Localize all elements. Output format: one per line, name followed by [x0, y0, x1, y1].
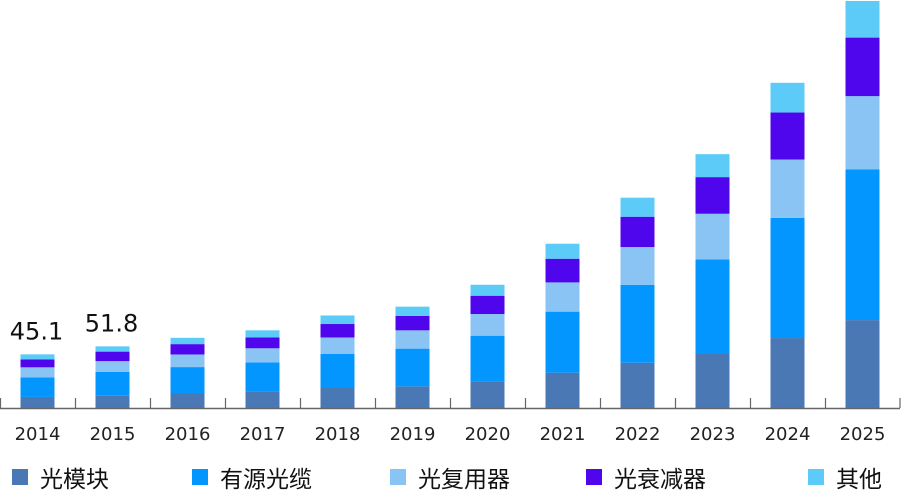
bar-segment-2024-2	[770, 159, 805, 218]
x-tick-label: 2020	[465, 424, 511, 445]
legend-item-aoc: 有源光缆	[192, 460, 312, 494]
bar-segment-2019-4	[395, 306, 430, 316]
x-tick-label: 2015	[90, 424, 136, 445]
x-tick-label: 2023	[690, 424, 736, 445]
bar-segment-2025-4	[845, 0, 880, 38]
bar-segment-2021-3	[545, 258, 580, 283]
bar-segment-2025-1	[845, 169, 880, 321]
x-tick-label: 2025	[840, 424, 886, 445]
bar-segment-2022-3	[620, 216, 655, 248]
bar-segment-2023-4	[695, 154, 730, 178]
bar-segment-2016-3	[170, 344, 205, 355]
bar-segment-2017-3	[245, 337, 280, 349]
bar-segment-2019-2	[395, 330, 430, 349]
x-tick-label: 2017	[240, 424, 286, 445]
x-tick-label: 2018	[315, 424, 361, 445]
bar-segment-2020-1	[470, 335, 505, 382]
bar-segment-2022-4	[620, 197, 655, 217]
legend-swatch	[12, 469, 28, 485]
bar-segment-2021-0	[545, 372, 580, 408]
bar-segment-2023-2	[695, 213, 730, 260]
bar-segment-2018-4	[320, 315, 355, 325]
legend-label: 光模块	[40, 467, 109, 493]
bar-segment-2021-4	[545, 243, 580, 259]
legend-item-other: 其他	[808, 460, 882, 494]
bar-segment-2020-2	[470, 314, 505, 336]
x-tick-label: 2014	[15, 424, 61, 445]
legend-swatch	[808, 469, 824, 485]
bar-segment-2024-1	[770, 217, 805, 339]
bar-segment-2020-4	[470, 284, 505, 296]
bar-segment-2014-3	[20, 359, 55, 368]
bar-segment-2023-3	[695, 177, 730, 214]
bar-segment-2017-4	[245, 330, 280, 338]
bar-segment-2025-2	[845, 96, 880, 170]
bar-segment-2020-0	[470, 381, 505, 408]
x-tick-label: 2021	[540, 424, 586, 445]
bar-segment-2015-1	[95, 371, 130, 396]
bar-segment-2019-3	[395, 315, 430, 331]
legend: 光模块 有源光缆 光复用器 光衰减器 其他	[0, 460, 902, 493]
legend-item-optical-module: 光模块	[12, 460, 109, 494]
x-tick-label: 2016	[165, 424, 211, 445]
bar-segment-2023-1	[695, 259, 730, 354]
legend-label: 其他	[836, 467, 882, 493]
legend-item-attenuator: 光衰减器	[586, 460, 706, 494]
bar-segment-2014-2	[20, 367, 55, 378]
bar-segment-2018-1	[320, 353, 355, 389]
bar-segment-2020-3	[470, 295, 505, 315]
legend-swatch	[586, 469, 602, 485]
bar-segment-2015-4	[95, 346, 130, 352]
bar-segment-2021-2	[545, 282, 580, 312]
bar-segment-2016-0	[170, 393, 205, 408]
x-tick-label: 2019	[390, 424, 436, 445]
bar-segment-2015-2	[95, 361, 130, 372]
bar-segment-2025-0	[845, 320, 880, 408]
data-label: 45.1	[10, 317, 63, 345]
stacked-bar-chart: 2014 2015 2016 2017 2018 2019 2020 2021 2022 2023…	[0, 0, 901, 445]
bar-segment-2016-2	[170, 354, 205, 368]
bar-segment-2025-3	[845, 37, 880, 97]
bar-segment-2014-4	[20, 354, 55, 360]
bar-segment-2024-0	[770, 338, 805, 408]
legend-swatch	[192, 469, 208, 485]
legend-swatch	[390, 469, 406, 485]
bar-segment-2023-0	[695, 353, 730, 408]
bar-segment-2022-1	[620, 284, 655, 363]
bar-segment-2015-3	[95, 351, 130, 362]
bar-segment-2019-1	[395, 348, 430, 387]
bar-segment-2018-3	[320, 324, 355, 338]
legend-label: 有源光缆	[220, 467, 312, 493]
x-tick-label: 2024	[765, 424, 811, 445]
bar-segment-2017-2	[245, 348, 280, 363]
bar-segment-2021-1	[545, 311, 580, 373]
data-label: 51.8	[85, 309, 138, 337]
bar-segment-2022-0	[620, 362, 655, 408]
bar-segment-2018-0	[320, 388, 355, 408]
x-tick-label: 2022	[615, 424, 661, 445]
bar-segment-2019-0	[395, 386, 430, 408]
bar-segment-2017-0	[245, 391, 280, 408]
legend-item-multiplexer: 光复用器	[390, 460, 510, 494]
bar-segment-2016-1	[170, 367, 205, 394]
legend-label: 光复用器	[418, 467, 510, 493]
bar-segment-2014-0	[20, 396, 55, 408]
bar-segment-2017-1	[245, 362, 280, 392]
bar-segment-2022-2	[620, 247, 655, 285]
bar-segment-2024-4	[770, 82, 805, 113]
bar-segment-2018-2	[320, 337, 355, 354]
bar-segment-2024-3	[770, 112, 805, 160]
bar-segment-2014-1	[20, 377, 55, 397]
legend-label: 光衰减器	[614, 467, 706, 493]
bar-segment-2015-0	[95, 395, 130, 408]
bar-segment-2016-4	[170, 337, 205, 345]
